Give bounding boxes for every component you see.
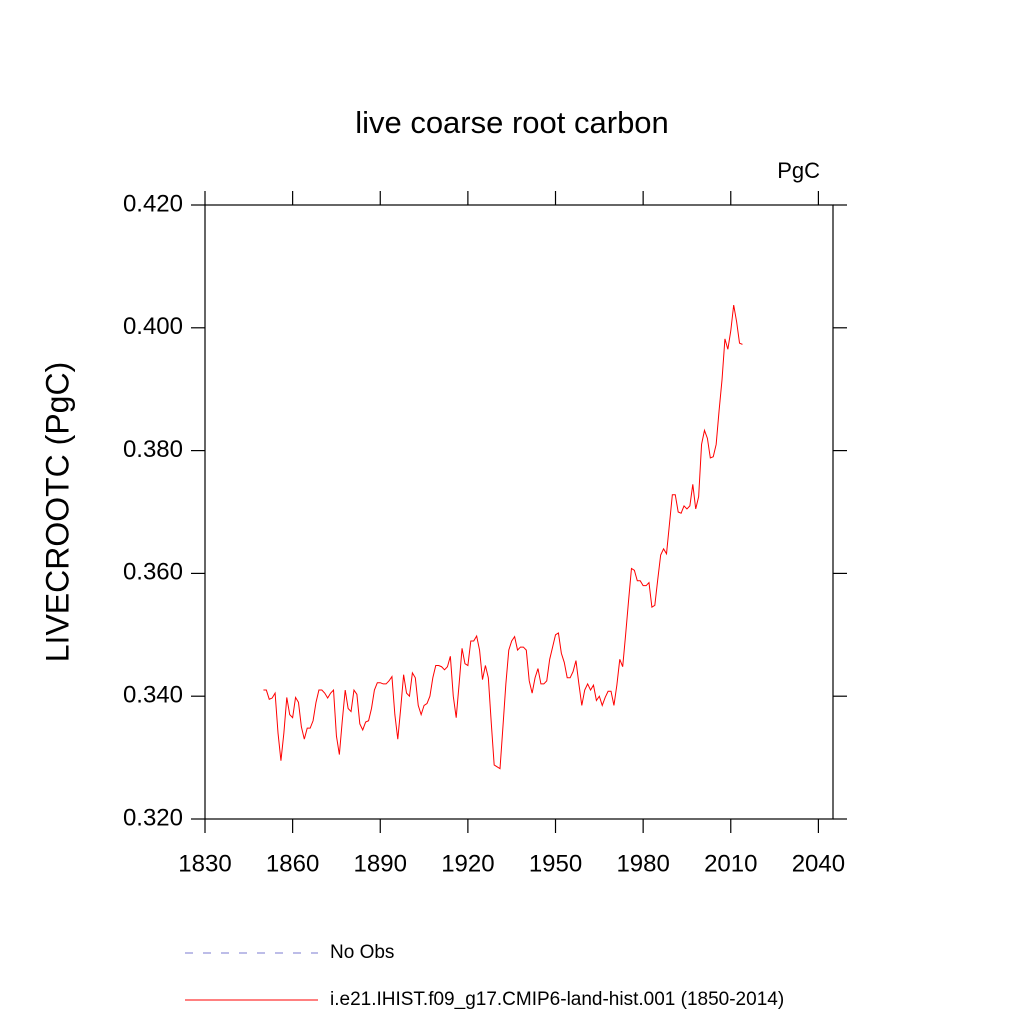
- y-tick-label: 0.420: [123, 190, 183, 217]
- x-tick-label: 2010: [704, 850, 757, 877]
- x-tick-label: 1980: [616, 850, 669, 877]
- plot-frame: [204, 204, 834, 820]
- x-tick-label: 1920: [441, 850, 494, 877]
- y-tick-label: 0.340: [123, 682, 183, 709]
- legend-label: i.e21.IHIST.f09_g17.CMIP6-land-hist.001 …: [330, 989, 784, 1010]
- x-tick-label: 1950: [529, 850, 582, 877]
- x-tick-label: 1890: [354, 850, 407, 877]
- x-tick-label: 2040: [792, 850, 845, 877]
- y-tick-label: 0.320: [123, 804, 183, 831]
- x-tick-label: 1860: [266, 850, 319, 877]
- y-tick-label: 0.400: [123, 313, 183, 340]
- y-tick-label: 0.360: [123, 559, 183, 586]
- y-tick-label: 0.380: [123, 436, 183, 463]
- units-label: PgC: [777, 158, 820, 183]
- legend-label: No Obs: [330, 942, 394, 963]
- y-axis-label: LIVECROOTC (PgC): [39, 362, 75, 662]
- data-line: [263, 304, 743, 770]
- x-tick-label: 1830: [178, 850, 231, 877]
- chart-title: live coarse root carbon: [355, 105, 669, 140]
